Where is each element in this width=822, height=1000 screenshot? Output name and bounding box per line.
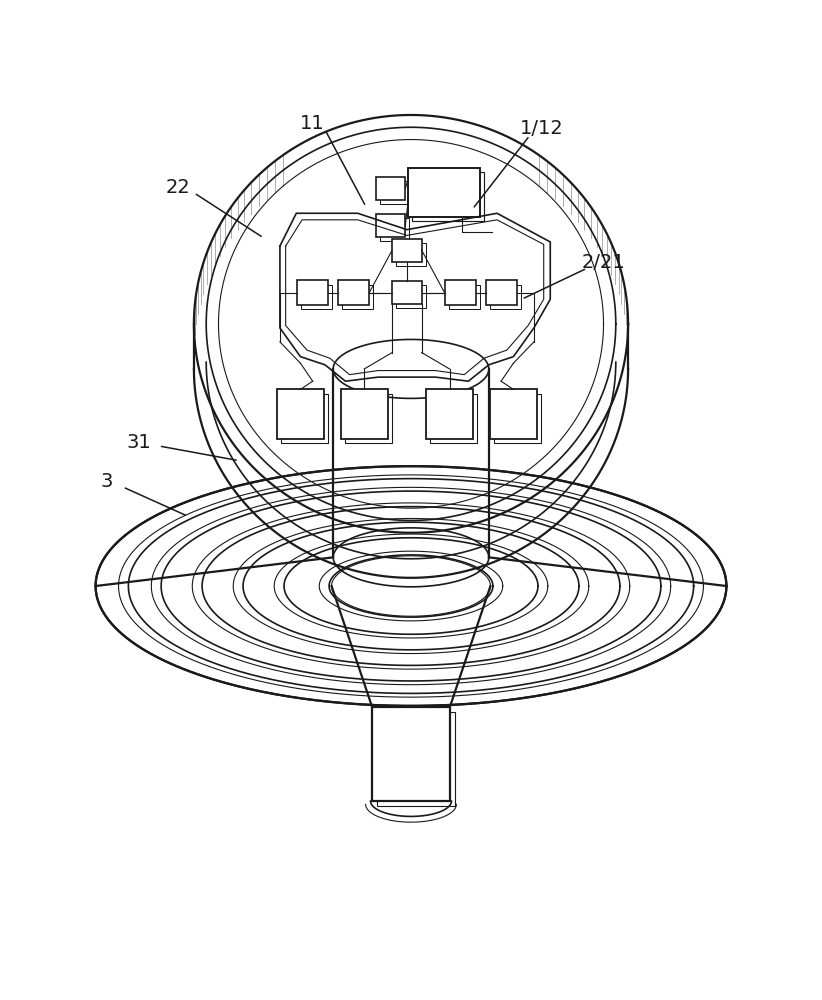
Bar — [372, 707, 450, 801]
Bar — [281, 394, 328, 443]
Bar — [377, 712, 455, 806]
Bar — [344, 394, 392, 443]
Text: 11: 11 — [300, 114, 325, 133]
Bar — [486, 280, 517, 305]
Bar — [392, 239, 422, 262]
Text: 22: 22 — [165, 178, 190, 197]
Bar — [445, 280, 476, 305]
Bar — [277, 389, 324, 439]
Bar — [340, 389, 388, 439]
Bar — [392, 281, 422, 304]
Bar — [396, 243, 426, 266]
Bar — [380, 181, 409, 204]
Bar — [301, 285, 332, 309]
Bar — [376, 214, 405, 237]
Bar — [430, 394, 478, 443]
Bar — [490, 389, 537, 439]
Text: 1/12: 1/12 — [520, 119, 564, 138]
Bar — [380, 218, 409, 241]
Text: 2/21: 2/21 — [582, 253, 626, 272]
Bar — [490, 285, 521, 309]
Bar — [412, 172, 484, 221]
Bar — [408, 168, 480, 217]
Bar — [396, 285, 426, 308]
Text: 3: 3 — [100, 472, 113, 491]
Bar — [376, 177, 405, 200]
Bar — [338, 280, 369, 305]
Bar — [494, 394, 541, 443]
Text: 31: 31 — [127, 433, 151, 452]
Bar — [342, 285, 373, 309]
Bar — [426, 389, 473, 439]
Bar — [449, 285, 480, 309]
Bar — [297, 280, 328, 305]
